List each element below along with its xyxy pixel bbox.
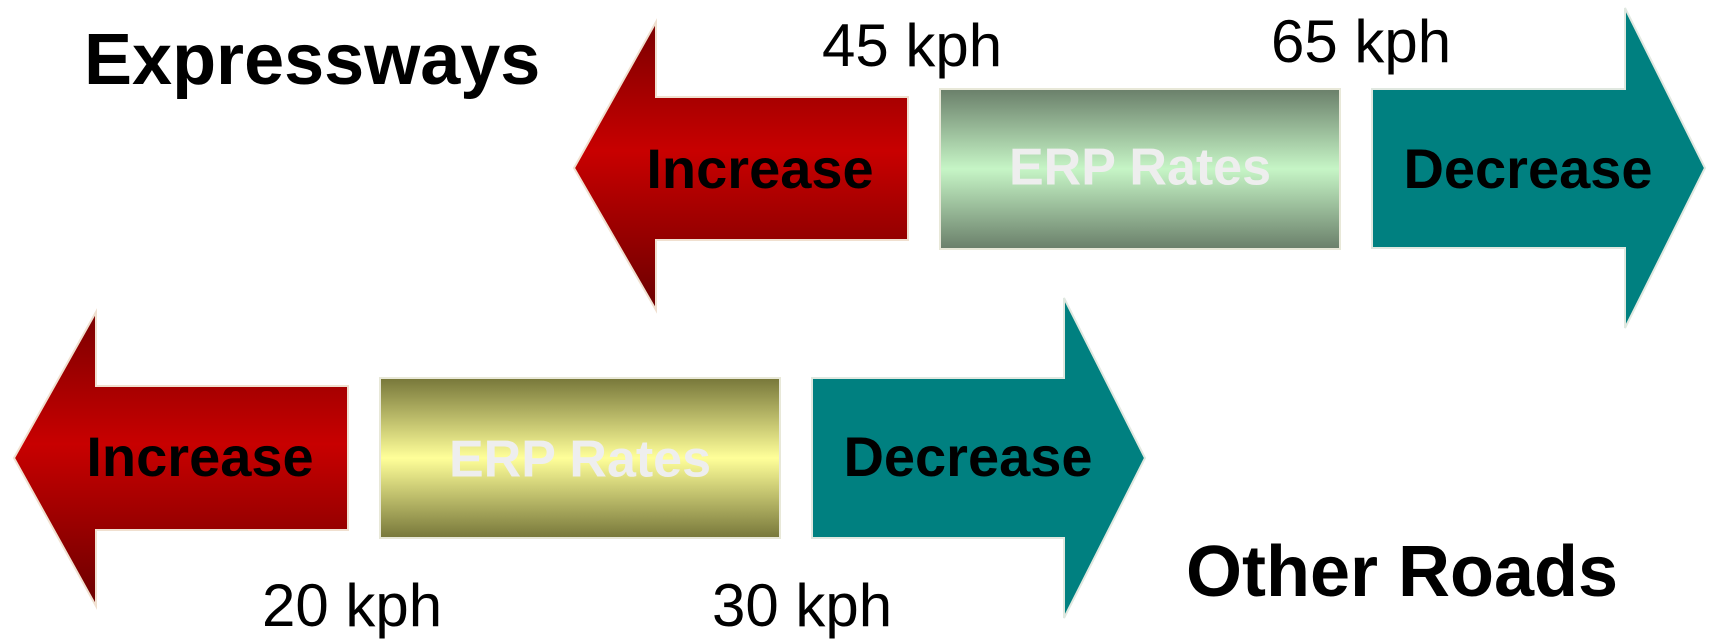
expressway-decrease-label: Decrease bbox=[1403, 137, 1652, 200]
other-roads-decrease-arrow bbox=[811, 297, 1147, 619]
other-roads-low-speed: 20 kph bbox=[262, 572, 443, 639]
other-roads-increase-arrow bbox=[12, 308, 349, 610]
expressway-low-speed: 45 kph bbox=[822, 12, 1003, 79]
expressways-title: Expressways bbox=[84, 20, 541, 100]
expressway-rates-label: ERP Rates bbox=[1009, 139, 1271, 197]
expressway-increase-arrow bbox=[572, 18, 909, 314]
other-roads-high-speed: 30 kph bbox=[712, 572, 893, 639]
expressway-high-speed: 65 kph bbox=[1271, 8, 1452, 75]
expressway-increase-label: Increase bbox=[646, 137, 873, 200]
other-roads-increase-label: Increase bbox=[86, 425, 313, 488]
expressway-rates-box bbox=[939, 88, 1341, 250]
other-roads-rates-label: ERP Rates bbox=[449, 431, 711, 489]
other-roads-decrease-label: Decrease bbox=[843, 425, 1092, 488]
other-roads-title: Other Roads bbox=[1186, 532, 1619, 612]
expressway-decrease-arrow bbox=[1371, 7, 1707, 329]
other-roads-rates-box bbox=[379, 377, 781, 539]
